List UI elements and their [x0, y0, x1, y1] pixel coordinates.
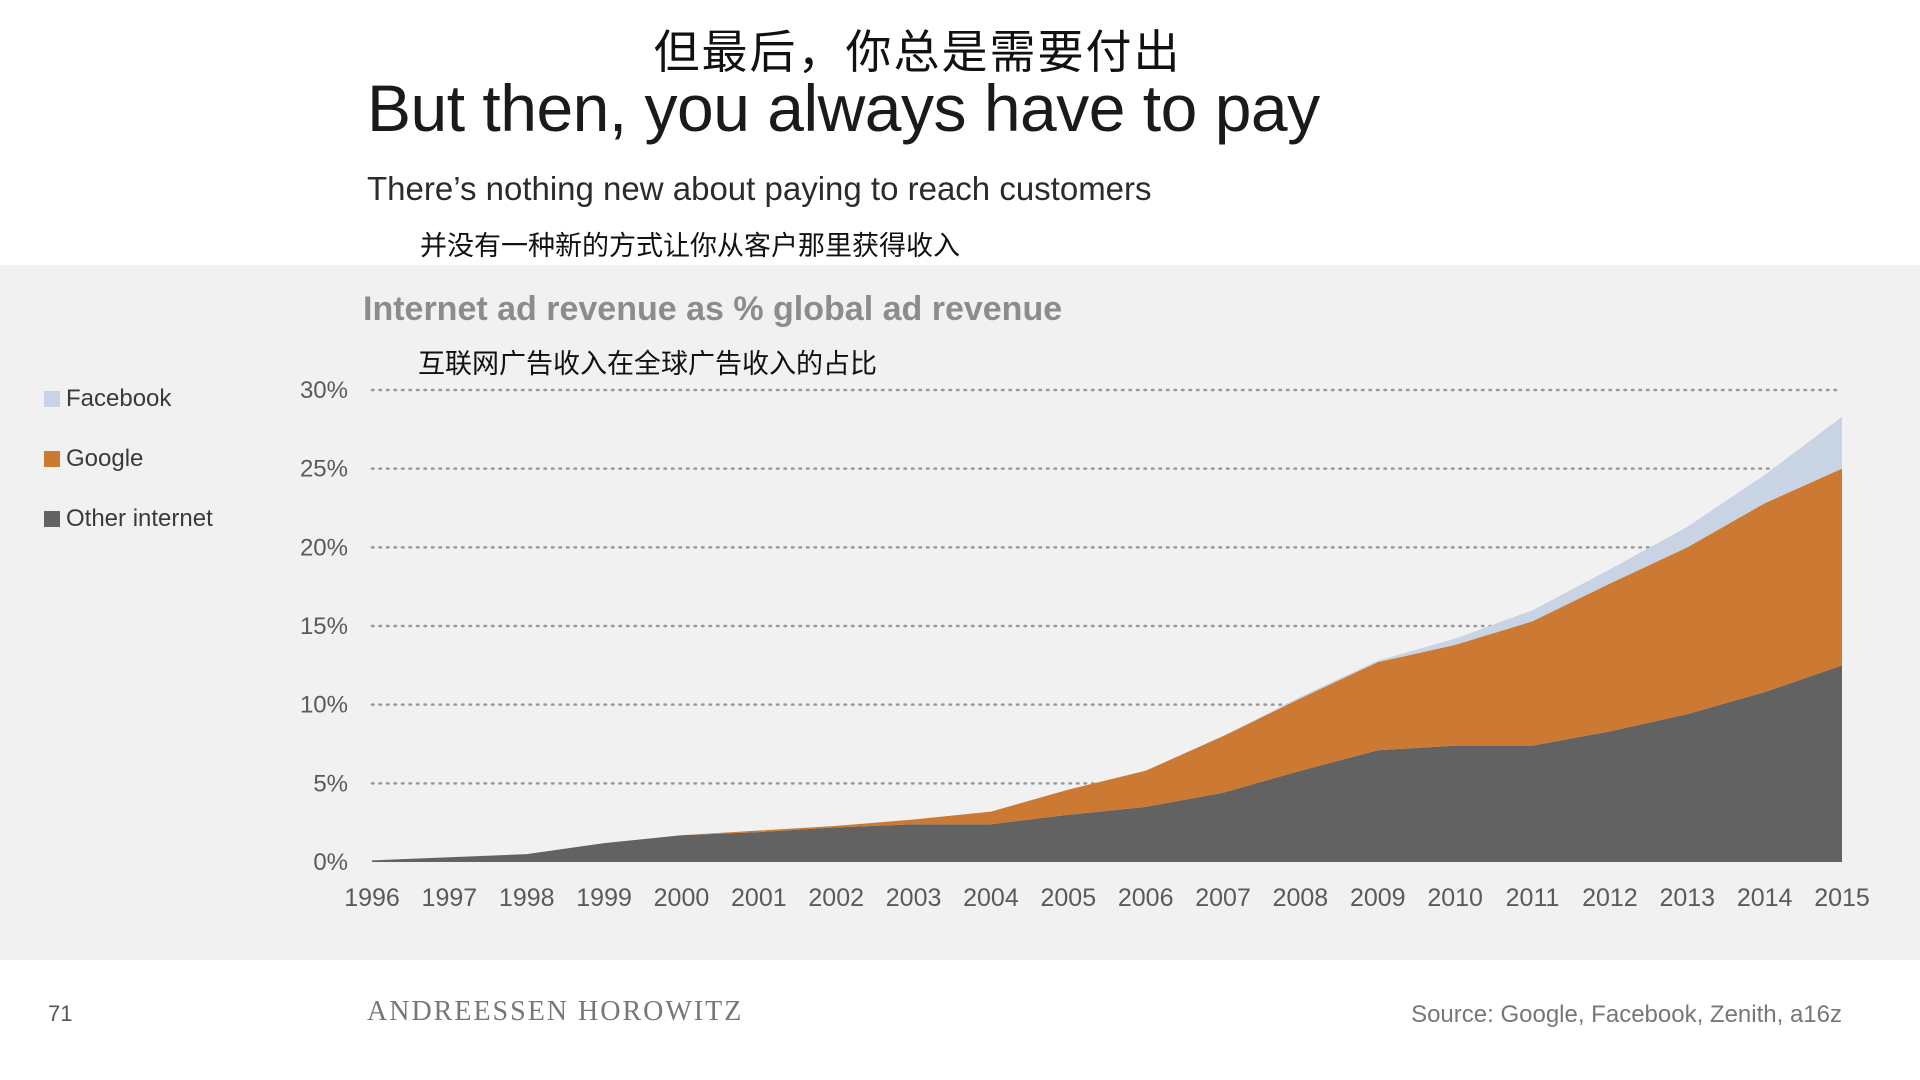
title-english: But then, you always have to pay [367, 71, 1320, 145]
x-tick-label-2006: 2006 [1118, 884, 1174, 912]
x-tick-label-1996: 1996 [344, 884, 400, 912]
legend-swatch-other-internet [44, 511, 60, 527]
legend-swatch-facebook [44, 391, 60, 407]
x-tick-label-2014: 2014 [1737, 884, 1793, 912]
source-note: Source: Google, Facebook, Zenith, a16z [1411, 1001, 1842, 1028]
chart-title-chinese: 互联网广告收入在全球广告收入的占比 [418, 349, 877, 380]
x-tick-label-2002: 2002 [808, 884, 864, 912]
x-tick-label-2010: 2010 [1427, 884, 1483, 912]
area-series-other-internet [372, 665, 1842, 862]
x-tick-label-2004: 2004 [963, 884, 1019, 912]
x-tick-label-2000: 2000 [654, 884, 710, 912]
chart-title: Internet ad revenue as % global ad reven… [363, 290, 1063, 328]
x-tick-label-2005: 2005 [1041, 884, 1097, 912]
y-tick-label-25: 25% [300, 456, 348, 483]
legend-swatch-google [44, 451, 60, 467]
x-tick-label-1997: 1997 [422, 884, 478, 912]
legend-label-other-internet: Other internet [66, 505, 213, 532]
y-tick-label-30: 30% [300, 377, 348, 404]
x-tick-label-2013: 2013 [1659, 884, 1715, 912]
x-tick-label-1999: 1999 [576, 884, 632, 912]
legend-label-facebook: Facebook [66, 385, 172, 412]
title-chinese: 但最后，你总是需要付出 [653, 25, 1182, 79]
x-tick-label-2007: 2007 [1195, 884, 1251, 912]
legend-label-google: Google [66, 445, 144, 472]
legend-item-google: Google [44, 444, 143, 474]
legend-item-facebook: Facebook [44, 384, 171, 414]
x-tick-label-2009: 2009 [1350, 884, 1406, 912]
subtitle-chinese: 并没有一种新的方式让你从客户那里获得收入 [420, 231, 960, 262]
x-tick-label-2003: 2003 [886, 884, 942, 912]
x-tick-label-1998: 1998 [499, 884, 555, 912]
x-tick-label-2015: 2015 [1814, 884, 1870, 912]
y-tick-label-0: 0% [313, 849, 348, 876]
x-tick-label-2011: 2011 [1506, 884, 1560, 912]
legend-item-other-internet: Other internet [44, 504, 213, 534]
page-number: 71 [48, 1001, 73, 1026]
x-tick-label-2001: 2001 [731, 884, 787, 912]
y-tick-label-10: 10% [300, 692, 348, 719]
area-series-google [372, 468, 1842, 861]
x-tick-label-2008: 2008 [1273, 884, 1329, 912]
y-tick-label-20: 20% [300, 534, 348, 561]
subtitle-english: There’s nothing new about paying to reac… [367, 170, 1152, 207]
y-tick-label-5: 5% [313, 770, 348, 797]
brand-logo-text: ANDREESSEN HOROWITZ [367, 996, 744, 1027]
y-tick-label-15: 15% [300, 613, 348, 640]
x-tick-label-2012: 2012 [1582, 884, 1638, 912]
